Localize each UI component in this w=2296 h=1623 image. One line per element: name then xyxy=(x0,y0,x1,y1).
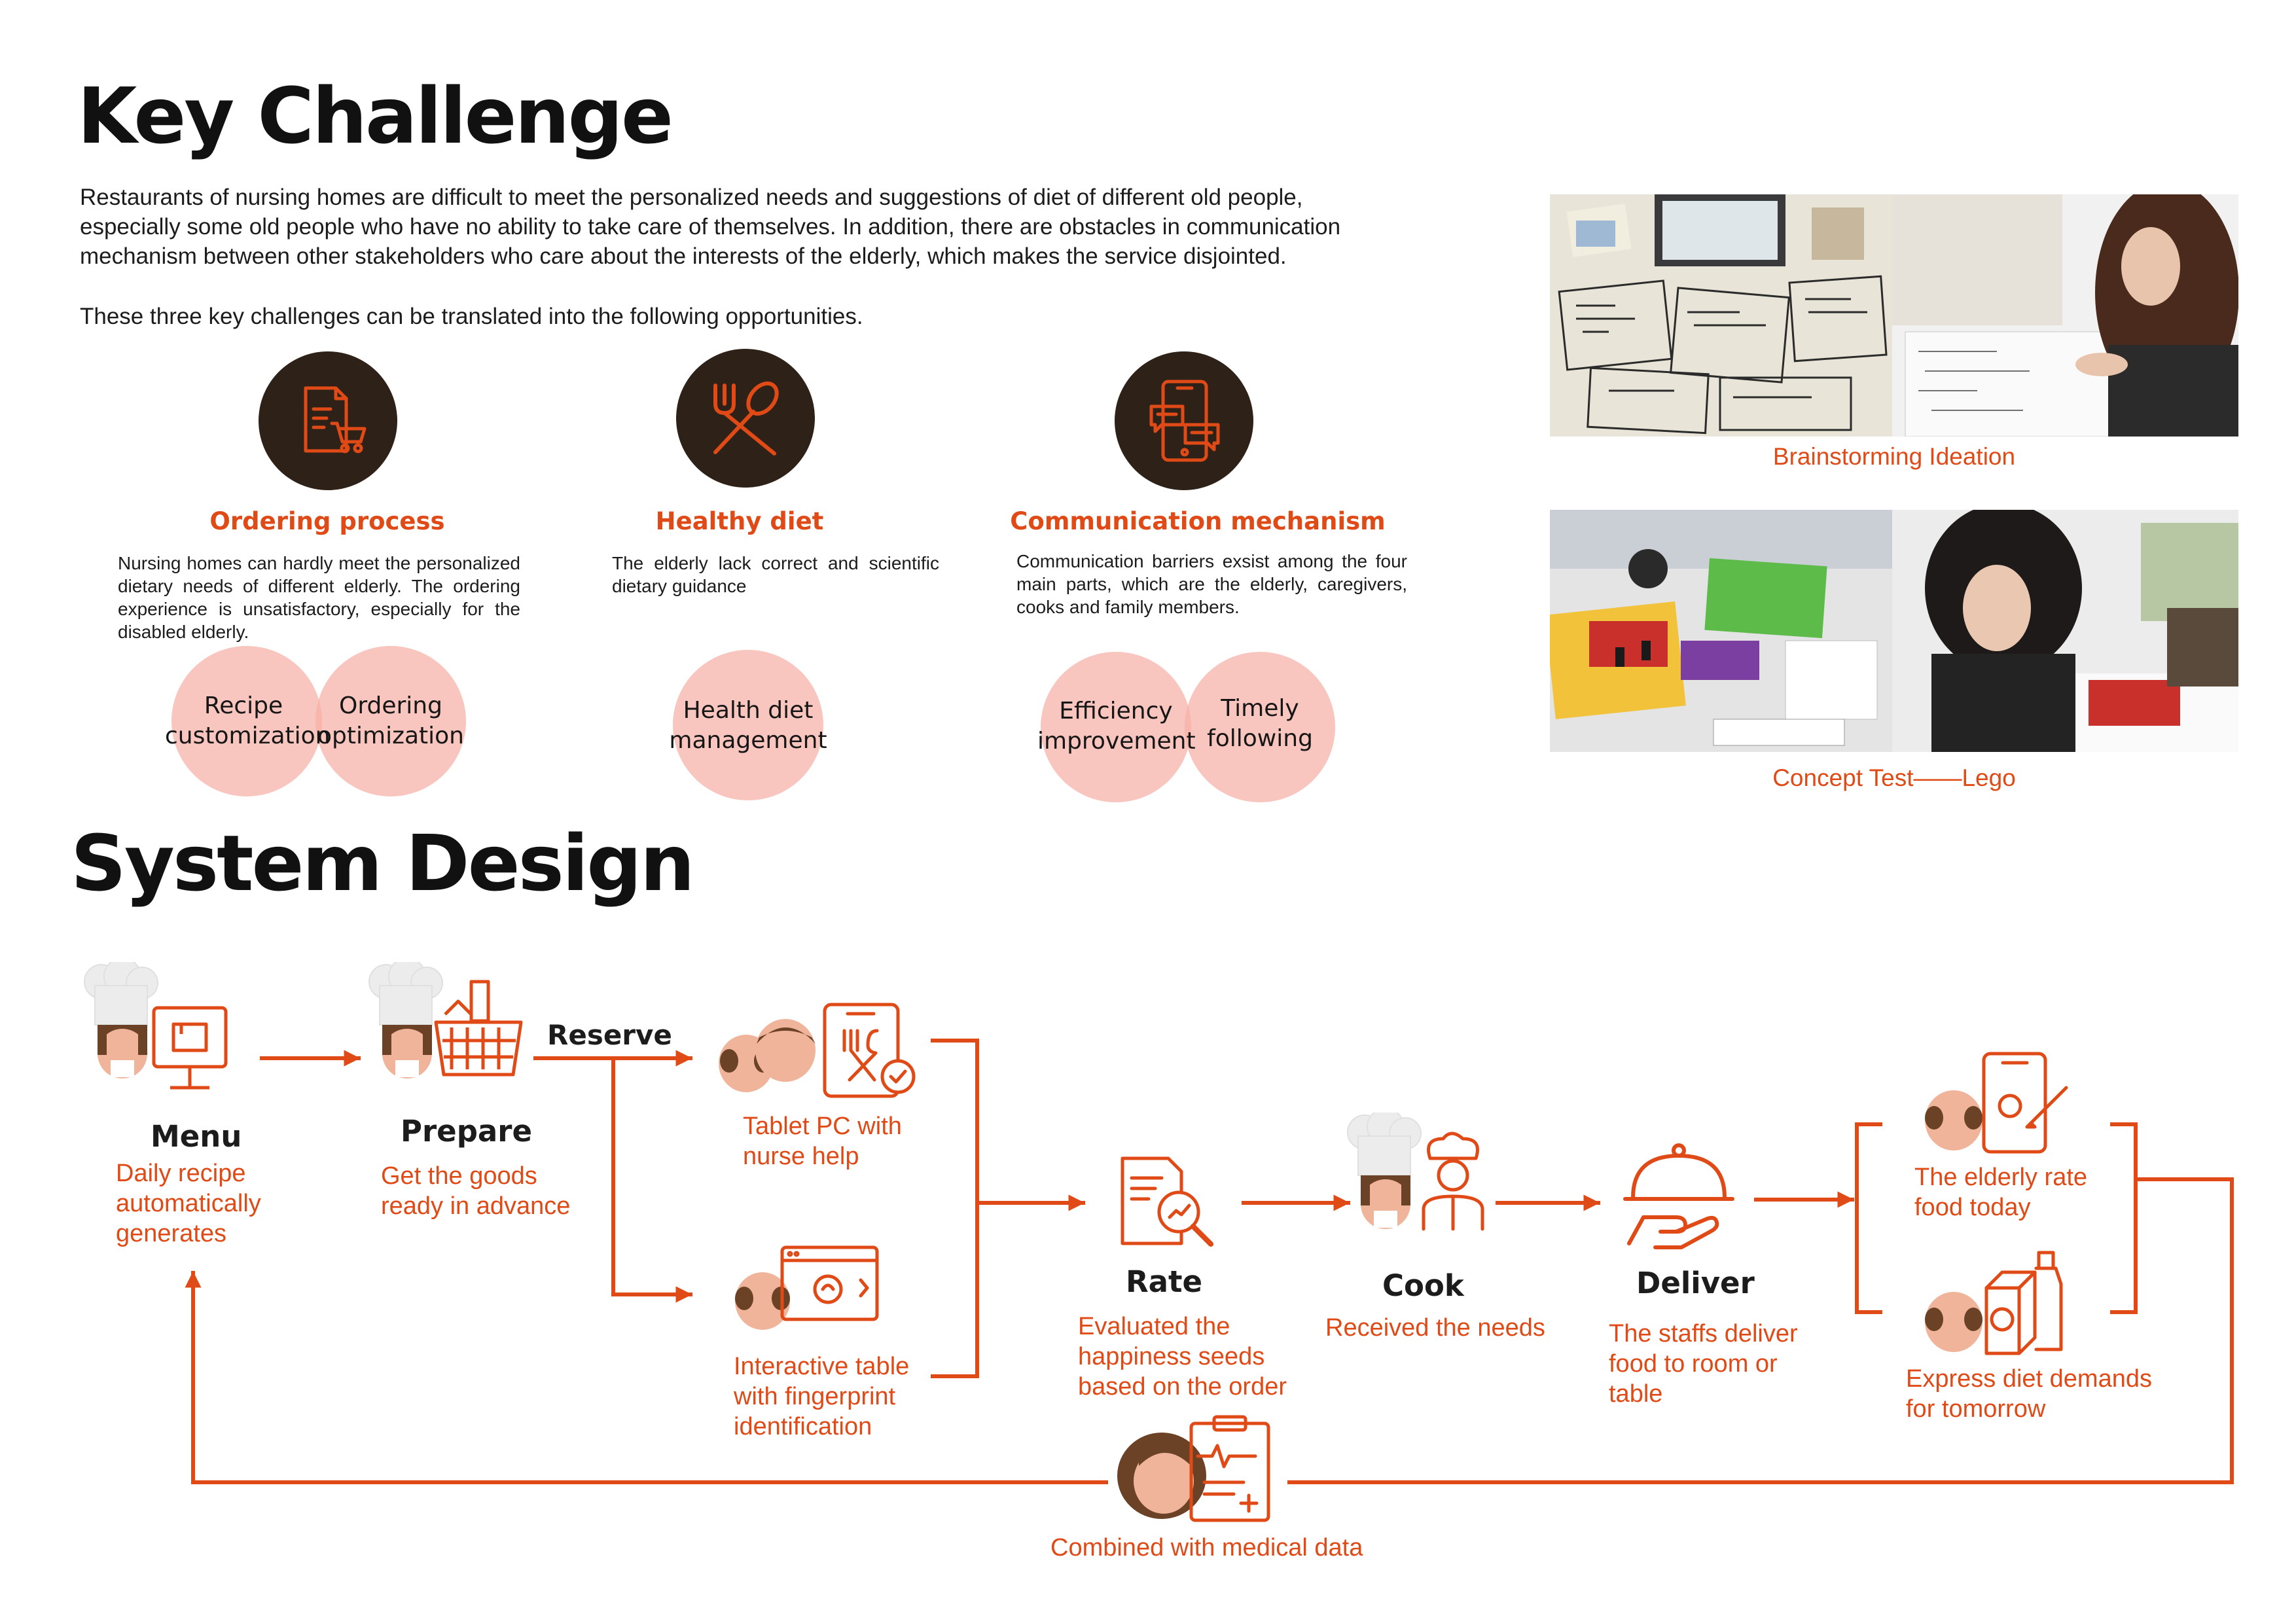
brainstorm-photo-sketches xyxy=(1550,194,1892,437)
efficiency-improvement-label: Efficiency improvement xyxy=(1037,698,1196,755)
express-step-desc: Express diet demands for tomorrow xyxy=(1906,1365,2152,1423)
chef-monitor-icon xyxy=(84,962,228,1090)
system-design-title: System Design xyxy=(71,818,695,908)
efficiency-circle xyxy=(1041,652,1191,802)
key-challenge-title: Key Challenge xyxy=(77,71,673,161)
report-magnifier-icon xyxy=(1121,1156,1213,1247)
elder-phone-rate-icon xyxy=(1925,1052,2068,1154)
elder-table-icon xyxy=(735,1245,879,1330)
recipe-circle xyxy=(171,646,322,796)
menu-step-name: Menu xyxy=(151,1119,242,1154)
menu-step-desc: Daily recipe automatically generates xyxy=(116,1160,261,1247)
prepare-step-name: Prepare xyxy=(401,1114,532,1149)
opportunity-desc-ordering: Nursing homes can hardly meet the person… xyxy=(118,553,520,642)
rate-step-desc: Evaluated the happiness seeds based on t… xyxy=(1078,1313,1287,1400)
doctor-medical-icon xyxy=(1117,1415,1270,1522)
ordering-optimization-label: Ordering optimization xyxy=(317,692,464,749)
opportunity-desc-healthy: The elderly lack correct and scientific … xyxy=(612,553,939,596)
key-challenge-paragraph: Restaurants of nursing homes are difficu… xyxy=(80,185,1341,269)
recipe-customization-label: Recipe customization xyxy=(165,692,331,749)
lego-photo-woman xyxy=(1892,510,2238,752)
deliver-step-desc: The staffs deliver food to room or table xyxy=(1609,1320,1798,1408)
medical-step-desc: Combined with medical data xyxy=(1050,1534,1363,1561)
opportunity-title-communication: Communication mechanism xyxy=(1010,507,1386,535)
cloche-hand-icon xyxy=(1623,1143,1734,1249)
prepare-step-desc: Get the goods ready in advance xyxy=(381,1162,571,1220)
table-step-desc: Interactive table with fingerprint ident… xyxy=(734,1353,910,1440)
rate-step-name: Rate xyxy=(1126,1264,1203,1299)
health-diet-label: Health diet management xyxy=(669,697,827,754)
cook-step-desc: Received the needs xyxy=(1325,1314,1545,1342)
ordering-circle xyxy=(315,646,466,796)
lego-photo-table xyxy=(1550,510,1892,752)
reserve-label: Reserve xyxy=(547,1019,672,1051)
fork-spoon-icon xyxy=(676,349,815,488)
timely-following-label: Timely following xyxy=(1207,695,1313,752)
tablet-step-desc: Tablet PC with nurse help xyxy=(743,1113,902,1170)
brainstorm-photo-woman-writing xyxy=(1892,194,2238,437)
opportunity-title-ordering: Ordering process xyxy=(209,507,445,535)
phone-chat-icon xyxy=(1115,351,1253,490)
elder-milk-carton-icon xyxy=(1925,1251,2063,1355)
cook-step-name: Cook xyxy=(1382,1268,1464,1303)
order-document-cart-icon xyxy=(259,351,397,490)
lego-label: Concept Test——Lego xyxy=(1772,764,2016,791)
elders-tablet-icon xyxy=(719,1003,916,1098)
chef-basket-icon xyxy=(368,962,523,1079)
deliver-step-name: Deliver xyxy=(1636,1266,1755,1300)
chef-cook-icon xyxy=(1347,1113,1484,1231)
key-challenge-transition: These three key challenges can be transl… xyxy=(80,304,863,329)
timely-circle xyxy=(1185,652,1335,802)
health-circle xyxy=(673,650,823,800)
brainstorming-label: Brainstorming Ideation xyxy=(1772,443,2016,470)
elder-rate-step-desc: The elderly rate food today xyxy=(1914,1164,2088,1221)
opportunity-title-healthy: Healthy diet xyxy=(655,507,824,535)
opportunity-desc-communication: Communication barriers exsist among the … xyxy=(1016,551,1407,617)
